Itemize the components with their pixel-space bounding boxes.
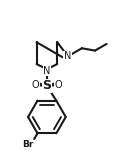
Text: N: N <box>64 51 71 61</box>
Text: Br: Br <box>22 140 34 149</box>
Text: N: N <box>43 66 51 76</box>
Text: O: O <box>31 80 39 90</box>
Text: O: O <box>55 80 62 90</box>
Text: S: S <box>42 80 51 92</box>
